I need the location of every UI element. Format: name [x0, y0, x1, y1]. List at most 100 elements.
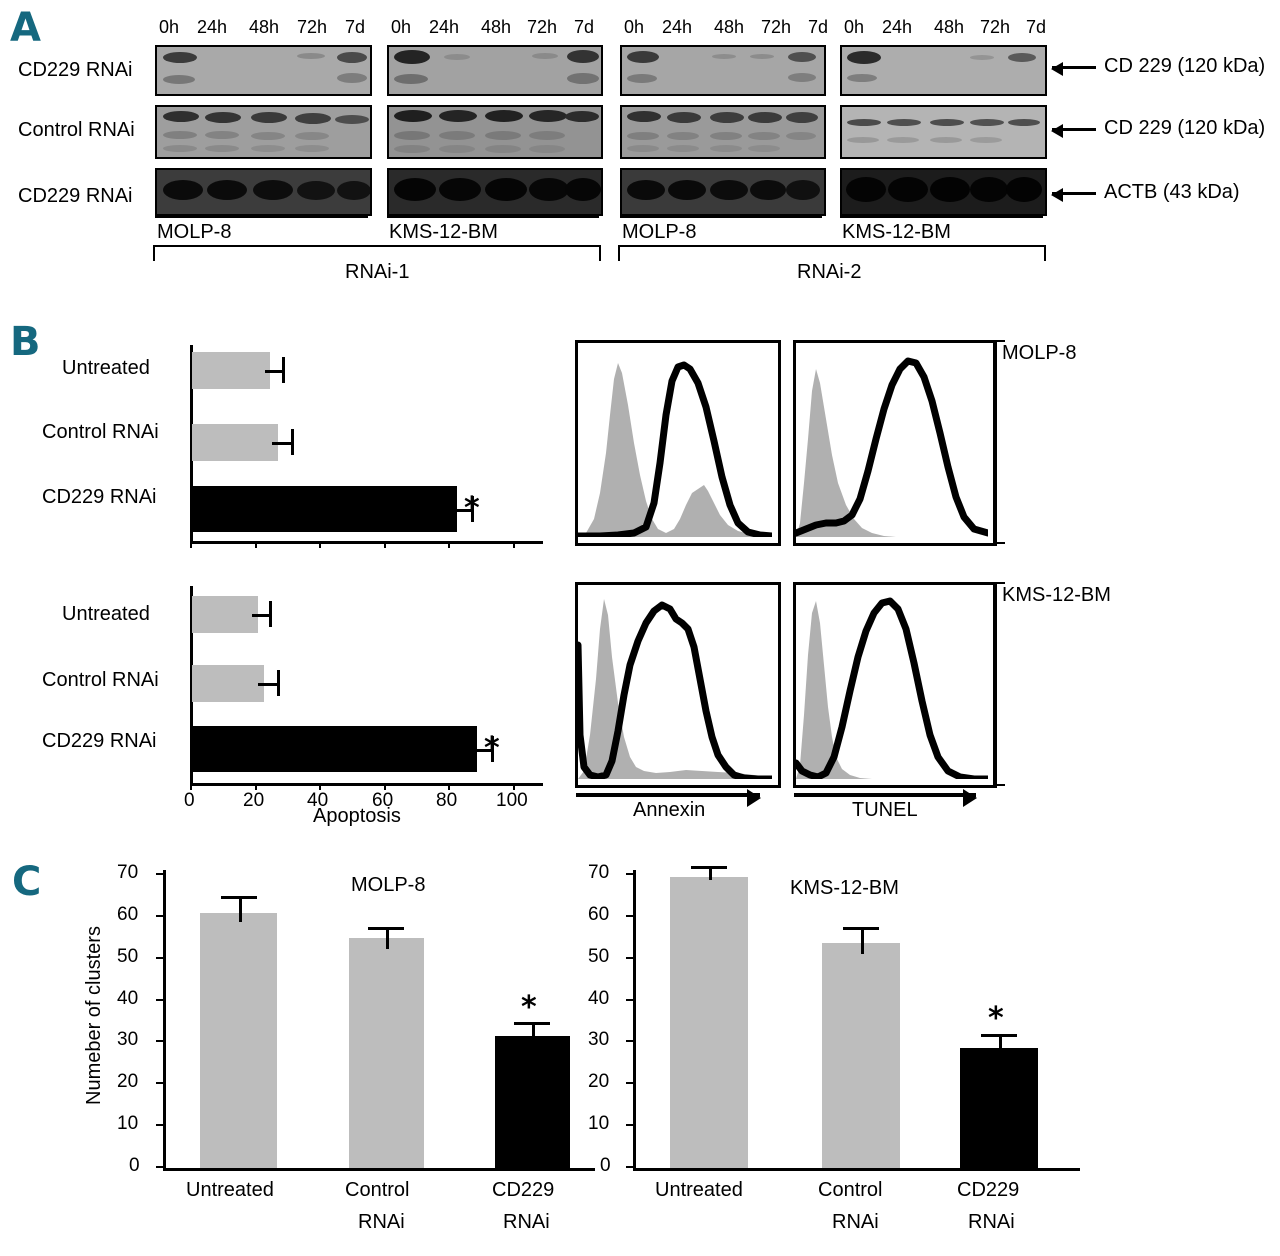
panelC-chart1-catlabel-1: Control	[818, 1179, 883, 1201]
gel-blot-r1c3	[620, 45, 826, 96]
panelA-group-bracket-0	[153, 245, 601, 261]
panelC-chart0-title: MOLP-8	[351, 874, 426, 896]
panelB-row-bracket-1	[993, 582, 1005, 786]
panelC-chart0-catlabel-2b: RNAi	[503, 1211, 550, 1233]
timepoint-7d: 7d	[808, 17, 829, 37]
panelC-chart1-catlabel-2: CD229	[957, 1179, 1020, 1201]
panelA-cellline-label-3: KMS-12-BM	[842, 221, 951, 243]
timepoint-24h: 24h	[197, 17, 228, 37]
panelC-chart0-catlabel-2: CD229	[492, 1179, 555, 1201]
panelB-chart1-xtick-40	[319, 783, 321, 790]
arrow-cd229-row2-icon	[1051, 124, 1096, 138]
timepoint-48h: 48h	[934, 17, 965, 37]
panelB-flow-axis-label-0: Annexin	[633, 799, 706, 821]
panelA-underline-1	[387, 216, 599, 218]
panelB-chart0-bar-untreated	[192, 352, 270, 389]
panelC-chart0-ytick-40	[156, 999, 164, 1001]
panelB-chart0-xtick-80	[448, 541, 450, 548]
flow-histogram-molp8-tunel	[793, 340, 997, 546]
panelC-chart1-ytick-10	[626, 1124, 634, 1126]
panelB-chart1-xtick-20	[255, 783, 257, 790]
panelB-chart1-errorbar-2	[472, 736, 494, 762]
panelC-chart1-yticklabel-70: 70	[588, 862, 610, 883]
panelC-chart1-yticklabel-40: 40	[588, 988, 610, 1009]
panelC-chart0-bar-cd229	[495, 1036, 570, 1168]
flow-histogram-svg	[578, 361, 776, 540]
panelB-chart0-cat-0: Untreated	[62, 357, 150, 379]
panelB-chart1-yaxis	[190, 586, 193, 783]
panelB-chart0-bar-cd229	[192, 486, 457, 532]
panelC-chart0-errorbar-2	[514, 1022, 550, 1050]
panelC-chart1-ytick-70	[626, 873, 634, 875]
panel-letter-c: C	[12, 859, 41, 905]
panelC-chart1-ytick-50	[626, 957, 634, 959]
panelC-chart1-yticklabel-0: 0	[600, 1155, 611, 1176]
panelB-chart1-errorbar-1	[258, 670, 280, 696]
gel-blot-r3c3	[620, 168, 826, 216]
panelB-chart1-xticklabel-40: 40	[307, 790, 329, 811]
panelA-group-bracket-1	[618, 245, 1046, 261]
panelC-chart0-yticklabel-30: 30	[117, 1029, 139, 1050]
panelC-chart0-ytick-70	[156, 873, 164, 875]
gel-blot-r2c1	[155, 105, 372, 159]
timepoint-24h: 24h	[429, 17, 460, 37]
panelC-chart1-xaxis	[633, 1168, 1080, 1171]
panelB-chart0-xtick-0	[190, 541, 192, 548]
panelB-chart1-errorbar-0	[252, 601, 272, 627]
panelB-chart1-xticklabel-0: 0	[184, 790, 195, 811]
panelC-chart0-catlabel-1: Control	[345, 1179, 410, 1201]
panelA-group-label-0: RNAi-1	[345, 261, 410, 283]
timepoint-7d: 7d	[574, 17, 595, 37]
panelB-flow-row-label-0: MOLP-8	[1002, 342, 1077, 364]
timepoint-7d: 7d	[345, 17, 366, 37]
flow-histogram-kms12bm-tunel	[793, 582, 997, 788]
panelC-chart0-significance: *	[521, 990, 537, 1025]
panelC-chart1-ytick-30	[626, 1040, 634, 1042]
panelC-chart0-yticklabel-70: 70	[117, 862, 139, 883]
panelC-chart1-significance: *	[988, 1001, 1004, 1036]
timepoint-72h: 72h	[297, 17, 328, 37]
panelC-chart1-errorbar-0	[691, 866, 727, 880]
panelC-chart1-yticklabel-20: 20	[588, 1071, 610, 1092]
panelB-chart1-xtick-100	[513, 783, 515, 790]
panelB-chart0-xtick-20	[255, 541, 257, 548]
gel-blot-r3c4	[840, 168, 1047, 216]
gel-blot-r3c1	[155, 168, 372, 216]
panelC-chart1-catlabel-2b: RNAi	[968, 1211, 1015, 1233]
panelA-row-label-1: Control RNAi	[18, 119, 135, 141]
panelB-chart0-yaxis	[190, 345, 193, 541]
panelC-chart0-xaxis	[163, 1168, 595, 1171]
panelC-chart0-ytick-20	[156, 1082, 164, 1084]
timepoint-72h: 72h	[527, 17, 558, 37]
panelC-chart0-yticklabel-60: 60	[117, 904, 139, 925]
gel-blot-r2c4	[840, 105, 1047, 159]
timepoint-72h: 72h	[980, 17, 1011, 37]
panelC-ylabel: Numeber of clusters	[83, 926, 105, 1105]
timepoint-7d: 7d	[1026, 17, 1047, 37]
panelB-chart1-xaxis	[190, 783, 543, 786]
panelC-chart1-yticklabel-60: 60	[588, 904, 610, 925]
panelA-cellline-label-0: MOLP-8	[157, 221, 232, 243]
panelB-chart0-significance: *	[464, 491, 480, 526]
panel-letter-a: A	[10, 5, 41, 51]
panelC-chart1-bar-control	[822, 943, 900, 1168]
timepoint-48h: 48h	[249, 17, 280, 37]
panelA-cellline-label-2: MOLP-8	[622, 221, 697, 243]
panelC-chart1-bar-untreated	[670, 877, 748, 1168]
panelA-underline-3	[840, 216, 1043, 218]
panelC-chart0-errorbar-1	[368, 927, 404, 949]
panelB-chart1-bar-untreated	[192, 596, 258, 633]
panelB-chart0-xtick-60	[384, 541, 386, 548]
panelB-chart0-errorbar-2	[452, 496, 474, 522]
panelB-chart0-xtick-40	[319, 541, 321, 548]
gel-blot-r1c2	[387, 45, 603, 96]
panelA-group-label-1: RNAi-2	[797, 261, 862, 283]
gel-blot-r1c4	[840, 45, 1047, 96]
panelC-chart0-bar-untreated	[200, 913, 277, 1168]
panelB-chart1-xticklabel-80: 80	[436, 790, 458, 811]
panelA-arrow-label-2: ACTB (43 kDa)	[1104, 181, 1240, 203]
panelC-chart0-ytick-60	[156, 915, 164, 917]
panelC-chart1-catlabel-1b: RNAi	[832, 1211, 879, 1233]
panelC-chart0-catlabel-1b: RNAi	[358, 1211, 405, 1233]
panelC-chart0-yticklabel-50: 50	[117, 946, 139, 967]
